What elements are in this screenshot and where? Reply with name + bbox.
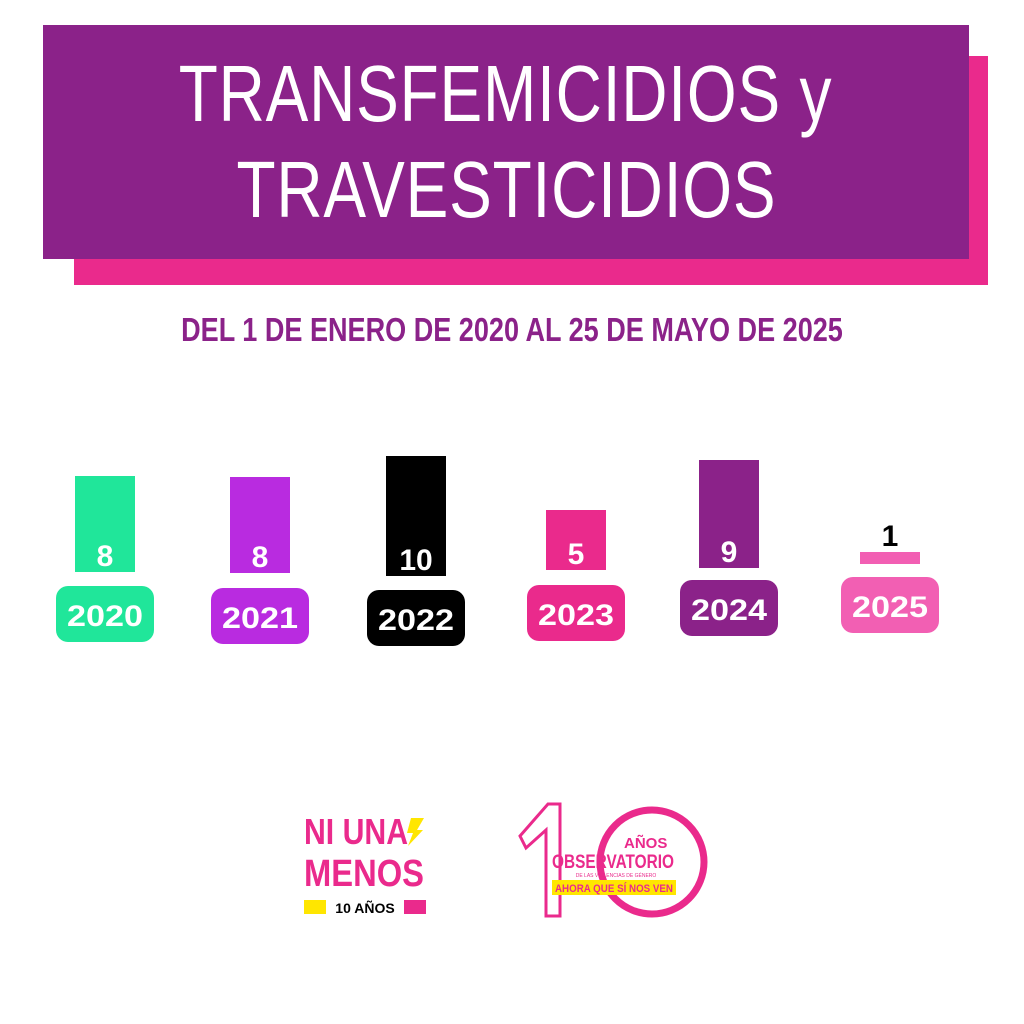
title-line-2: TRAVESTICIDIOS [236, 145, 776, 234]
bar-2025 [860, 552, 920, 564]
bar-2021 [230, 477, 290, 573]
logo-obs-line1: AÑOS [624, 834, 667, 852]
year-label-2025: 2025 [852, 591, 928, 624]
year-label-2024: 2024 [691, 594, 767, 627]
value-label-2025: 1 [882, 520, 899, 553]
logo-obs-line2: OBSERVATORIO [552, 852, 674, 873]
bar-2023 [546, 510, 606, 570]
year-label-2022: 2022 [378, 604, 454, 637]
year-pill-2022 [367, 590, 465, 646]
logo-nium-line2: MENOS [304, 853, 424, 895]
observatorio-logo: AÑOS OBSERVATORIO DE LAS VIOLENCIAS DE G… [518, 802, 708, 918]
value-label-2023: 5 [568, 538, 585, 571]
title-line-1: TRANSFEMICIDIOS y [179, 49, 833, 138]
logo-obs-one-digit [518, 802, 562, 918]
value-label-2022: 10 [399, 544, 432, 577]
value-label-2024: 9 [721, 536, 738, 569]
year-label-2020: 2020 [67, 600, 143, 633]
logo-obs-banner [552, 880, 676, 895]
logo-nium-line1: NI UNA [304, 811, 408, 852]
logo-obs-line4: AHORA QUE SÍ NOS VEN [555, 882, 673, 895]
logo-obs-zero-digit [596, 806, 708, 918]
year-pill-2020 [56, 586, 154, 642]
year-label-2023: 2023 [538, 599, 614, 632]
lightning-icon [407, 818, 424, 846]
title-banner: TRANSFEMICIDIOS y TRAVESTICIDIOS [43, 25, 969, 259]
year-pill-2023 [527, 585, 625, 641]
logo-nium-stripe-right [404, 900, 426, 914]
bar-2022 [386, 456, 446, 576]
logo-nium-stripe-left [304, 900, 326, 914]
year-pill-2025 [841, 577, 939, 633]
year-label-2021: 2021 [222, 602, 298, 635]
logo-obs-line3: DE LAS VIOLENCIAS DE GÉNERO [576, 872, 657, 879]
logo-nium-line3: 10 AÑOS [335, 899, 394, 916]
bar-2020 [75, 476, 135, 572]
ni-una-menos-logo: NI UNA MENOS 10 AÑOS [304, 811, 426, 916]
bar-2024 [699, 460, 759, 568]
subtitle: DEL 1 DE ENERO DE 2020 AL 25 DE MAYO DE … [181, 311, 843, 348]
value-label-2021: 8 [252, 541, 269, 574]
year-pill-2021 [211, 588, 309, 644]
bar-chart: 8 2020 8 2021 10 2022 5 2023 9 2024 1 2025 [56, 456, 939, 646]
value-label-2020: 8 [97, 540, 114, 573]
year-pill-2024 [680, 580, 778, 636]
